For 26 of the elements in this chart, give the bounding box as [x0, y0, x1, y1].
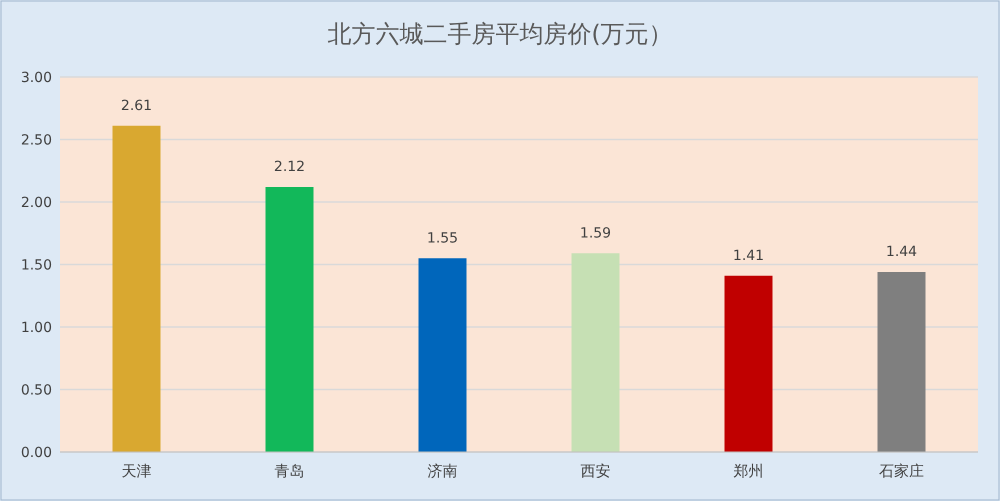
x-tick-label: 西安	[580, 462, 610, 480]
x-tick-label: 济南	[428, 462, 458, 480]
bar	[724, 276, 772, 452]
x-tick-label: 天津	[122, 462, 152, 480]
data-label: 2.61	[120, 98, 152, 114]
chart-title: 北方六城二手房平均房价(万元）	[327, 20, 673, 48]
data-label: 1.59	[580, 225, 612, 242]
bar	[572, 253, 620, 452]
data-label: 1.44	[886, 244, 918, 260]
y-tick-label: 0.00	[20, 445, 52, 461]
y-tick-label: 3.00	[20, 70, 52, 86]
bar	[878, 272, 926, 452]
y-tick-label: 1.00	[20, 320, 52, 336]
data-label: 1.41	[732, 248, 764, 264]
y-tick-label: 2.00	[20, 195, 52, 211]
data-label: 2.12	[274, 159, 306, 175]
x-tick-label: 郑州	[734, 462, 764, 480]
bar	[418, 258, 466, 452]
y-tick-label: 1.50	[20, 258, 52, 274]
x-tick-label: 石家庄	[879, 462, 924, 480]
y-tick-label: 2.50	[20, 132, 52, 148]
y-tick-label: 0.50	[20, 382, 52, 398]
x-tick-label: 青岛	[274, 462, 304, 480]
bar	[112, 126, 160, 452]
data-label: 1.55	[426, 230, 458, 246]
bar	[266, 187, 314, 452]
